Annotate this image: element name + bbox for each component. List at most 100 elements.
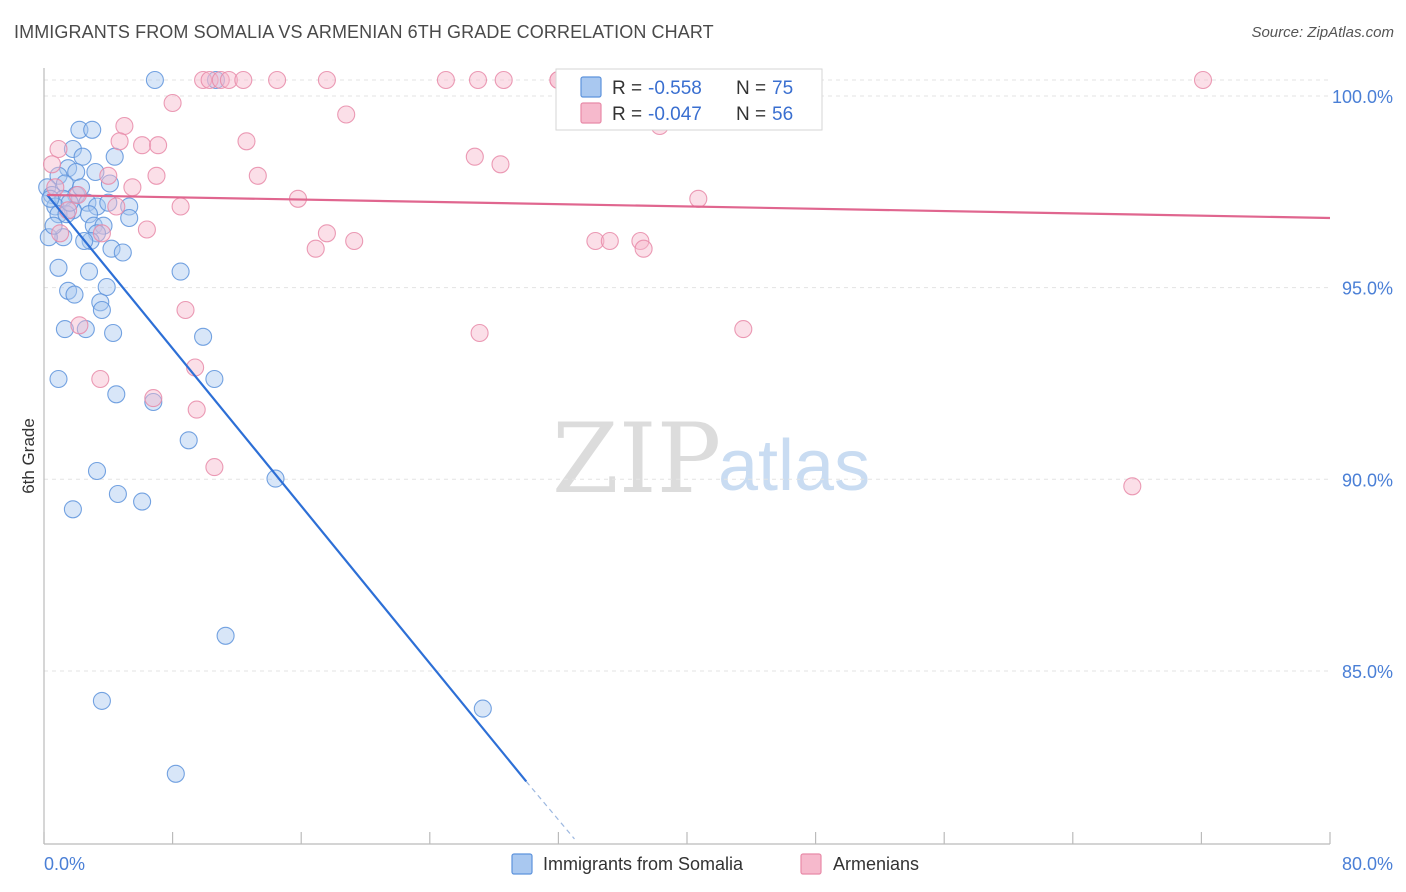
somalia-point <box>133 492 152 511</box>
somalia-point <box>39 228 58 247</box>
gridlines <box>44 79 1330 672</box>
somalia-point <box>194 327 213 346</box>
somalia-point <box>87 461 107 481</box>
armenian-point <box>436 70 455 90</box>
watermark-zip: ZIP <box>552 403 721 515</box>
armenian-point <box>268 70 287 90</box>
armenian-point <box>586 231 605 251</box>
somalia-point <box>102 239 121 258</box>
legend-n-value-somalia: 75 <box>772 78 793 99</box>
armenian-point <box>70 316 89 335</box>
y-tick-label: 95.0% <box>1342 279 1393 299</box>
armenian-point <box>219 70 238 90</box>
armenian-point <box>689 189 708 208</box>
somalia-point <box>70 120 89 139</box>
armenian-point <box>133 136 152 155</box>
armenian-point <box>171 197 190 216</box>
somalia-point <box>44 216 63 235</box>
armenian-point <box>468 70 488 90</box>
somalia-point <box>78 193 97 212</box>
armenian-point <box>494 70 513 90</box>
somalia-point <box>104 323 123 343</box>
armenian-point <box>92 224 111 243</box>
series-legend: Immigrants from Somalia Armenians <box>511 853 919 875</box>
watermark: ZIP atlas <box>552 403 870 515</box>
y-axis-label: 6th Grade <box>19 418 38 494</box>
somalia-point <box>73 147 92 166</box>
armenian-point <box>49 139 68 159</box>
legend-r-label-somalia: R = <box>612 78 642 99</box>
bottom-legend-label-somalia: Immigrants from Somalia <box>543 854 744 874</box>
somalia-point <box>107 385 126 404</box>
bottom-legend-swatch-armenian <box>800 853 822 875</box>
bottom-legend-label-armenian: Armenians <box>833 854 919 874</box>
somalia-point <box>216 626 235 645</box>
armenian-point <box>144 389 163 408</box>
armenian-point <box>110 132 129 151</box>
somalia-point <box>49 369 68 389</box>
trend-line-somalia-extension <box>525 781 575 840</box>
armenian-point <box>107 197 126 216</box>
armenian-point <box>317 70 336 90</box>
armenian-point <box>234 70 253 90</box>
armenian-point <box>147 166 166 185</box>
trend-lines <box>46 193 1331 840</box>
y-tick-label: 90.0% <box>1342 470 1393 490</box>
armenian-point <box>734 320 753 339</box>
somalia-point <box>473 699 492 718</box>
armenian-point <box>345 231 364 251</box>
legend-n-label-armenian: N = <box>736 104 766 125</box>
source-credit: Source: ZipAtlas.com <box>1251 24 1394 41</box>
somalia-point <box>108 484 127 504</box>
armenian-point <box>600 231 619 251</box>
chart-title: IMMIGRANTS FROM SOMALIA VS ARMENIAN 6TH … <box>14 22 714 42</box>
armenian-point <box>491 155 510 174</box>
somalia-point <box>55 320 74 339</box>
somalia-point <box>63 139 82 159</box>
somalia-point <box>49 258 68 277</box>
armenian-point <box>470 323 489 343</box>
armenian-point <box>237 132 256 151</box>
somalia-point <box>266 469 285 488</box>
y-tick-label: 85.0% <box>1342 662 1393 682</box>
somalia-point <box>79 205 99 224</box>
armenian-point <box>115 116 134 136</box>
somalia-point <box>92 300 111 320</box>
somalia-point <box>79 262 99 281</box>
somalia-point <box>171 262 190 281</box>
legend-n-label-somalia: N = <box>736 78 766 99</box>
somalia-point <box>205 369 224 389</box>
somalia-point <box>105 147 124 166</box>
armenian-point <box>176 300 195 320</box>
armenian-point <box>59 201 78 220</box>
somalia-point <box>120 208 139 228</box>
armenian-point <box>137 220 156 239</box>
armenian-point <box>1123 477 1142 496</box>
legend-r-label-armenian: R = <box>612 104 642 125</box>
x-tick-label-max: 80.0% <box>1342 854 1393 874</box>
armenian-point <box>46 178 65 197</box>
x-axis-ticks <box>43 832 1331 844</box>
somalia-point <box>65 285 84 304</box>
somalia-point <box>91 293 110 312</box>
armenian-point <box>99 166 118 185</box>
armenian-point <box>194 70 213 90</box>
somalia-point <box>144 392 163 412</box>
armenian-point <box>337 105 356 124</box>
armenian-point <box>123 178 142 197</box>
armenian-point <box>465 147 484 166</box>
legend-r-value-armenian: -0.047 <box>648 104 702 125</box>
somalia-point <box>92 691 111 710</box>
armenian-point <box>187 400 206 419</box>
legend-swatch-somalia <box>580 76 602 98</box>
y-tick-label: 100.0% <box>1332 87 1393 107</box>
somalia-point <box>145 70 164 90</box>
armenian-point <box>51 224 70 243</box>
somalia-point <box>63 500 82 519</box>
somalia-point <box>166 764 185 783</box>
x-tick-label-min: 0.0% <box>44 854 85 874</box>
somalia-point <box>94 216 113 235</box>
legend-n-value-armenian: 56 <box>772 104 793 125</box>
somalia-point <box>97 277 116 297</box>
somalia-point <box>100 174 119 193</box>
